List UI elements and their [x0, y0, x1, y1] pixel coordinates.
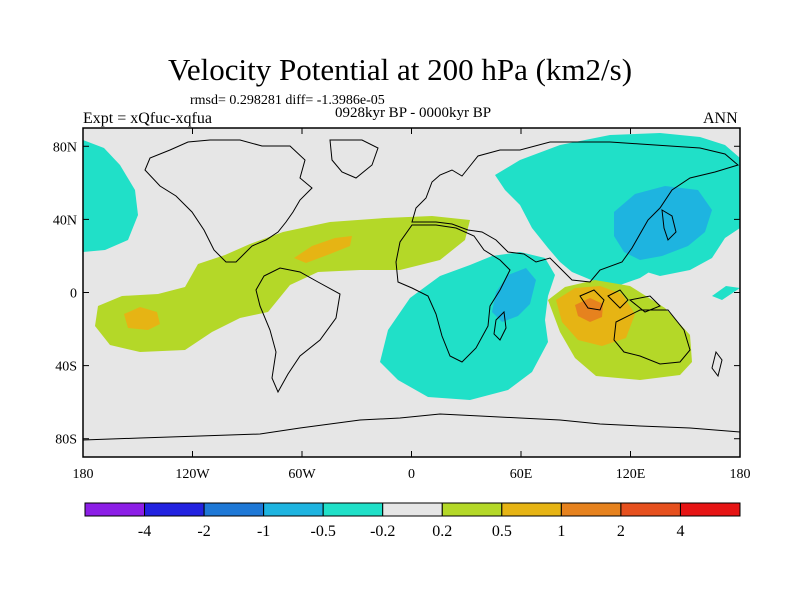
colorbar-label: -1: [257, 523, 270, 540]
colorbar-label: 0.2: [432, 523, 452, 540]
pos-mod-region-central-pacific: [124, 307, 160, 330]
axis-ticks: 180 120W 60W 0 60E 120E 180 80N 40N 0 40S 80S: [53, 128, 751, 482]
contour-fills: [83, 133, 740, 400]
colorbar-swatch: [203, 502, 265, 517]
lat-tick-label: 80N: [53, 140, 77, 155]
neg-mod-region-east-africa: [492, 268, 536, 322]
coast-australia: [613, 309, 691, 365]
lon-tick-label: 120W: [175, 467, 210, 482]
neg-region-west-pacific-edge: [712, 286, 740, 300]
pos-mod-region-caribbean: [294, 236, 352, 263]
colorbar-label: -0.5: [311, 523, 336, 540]
lon-tick-label: 60E: [510, 467, 533, 482]
lon-tick-label: 0: [408, 467, 415, 482]
coast-maritime: [579, 289, 661, 313]
coast-south-america: [255, 267, 341, 394]
lat-tick-label: 80S: [55, 433, 77, 448]
period-text: 0928kyr BP - 0000kyr BP: [334, 105, 492, 121]
coast-antarctica: [83, 413, 740, 441]
colorbar-label: -0.2: [370, 523, 395, 540]
coast-madagascar: [493, 310, 507, 341]
coast-africa: [395, 224, 511, 363]
colorbar-label: 2: [617, 523, 625, 540]
lon-tick-label: 180: [73, 467, 94, 482]
colorbar-swatch: [620, 502, 681, 517]
colorbar-swatch: [441, 502, 503, 517]
lon-tick-label: 120E: [616, 467, 646, 482]
colorbar: -4 -2 -1 -0.5 -0.2 0.2 0.5 1 2 4: [84, 502, 741, 540]
colorbar-label: 0.5: [492, 523, 512, 540]
map-panel: [82, 127, 741, 458]
coast-greenland: [329, 139, 379, 179]
lon-tick-label: 180: [730, 467, 751, 482]
coast-japan: [661, 209, 677, 241]
lat-tick-label: 40S: [55, 360, 77, 375]
colorbar-swatch: [263, 502, 324, 517]
map-title: Velocity Potential at 200 hPa (km2/s): [167, 52, 633, 87]
lat-tick-label: 0: [70, 287, 77, 302]
coastlines: [83, 139, 740, 441]
stats-text: rmsd= 0.298281 diff= -1.3986e-05: [190, 93, 385, 108]
coast-eurasia: [411, 141, 740, 283]
colorbar-swatch: [560, 502, 622, 517]
colorbar-swatch: [144, 502, 205, 517]
lat-tick-label: 40N: [53, 213, 77, 228]
colorbar-label: -4: [138, 523, 151, 540]
colorbar-swatch: [84, 502, 146, 517]
season-text: ANN: [703, 110, 738, 127]
colorbar-swatch: [679, 502, 741, 517]
colorbar-swatch: [322, 502, 384, 517]
colorbar-swatch: [382, 502, 443, 517]
pos-strong-region-maritime: [575, 298, 603, 322]
pos-region-atlantic-pacific: [95, 216, 470, 352]
coast-north-america: [144, 139, 313, 263]
colorbar-label: 4: [676, 523, 684, 540]
lon-tick-label: 60W: [288, 467, 316, 482]
colorbar-label: 1: [557, 523, 565, 540]
colorbar-swatch: [501, 502, 562, 517]
neg-region-north-pacific-east: [83, 140, 138, 252]
experiment-text: Expt = xQfuc-xqfua: [83, 110, 212, 127]
colorbar-label: -2: [197, 523, 210, 540]
coast-new-zealand: [711, 350, 723, 378]
